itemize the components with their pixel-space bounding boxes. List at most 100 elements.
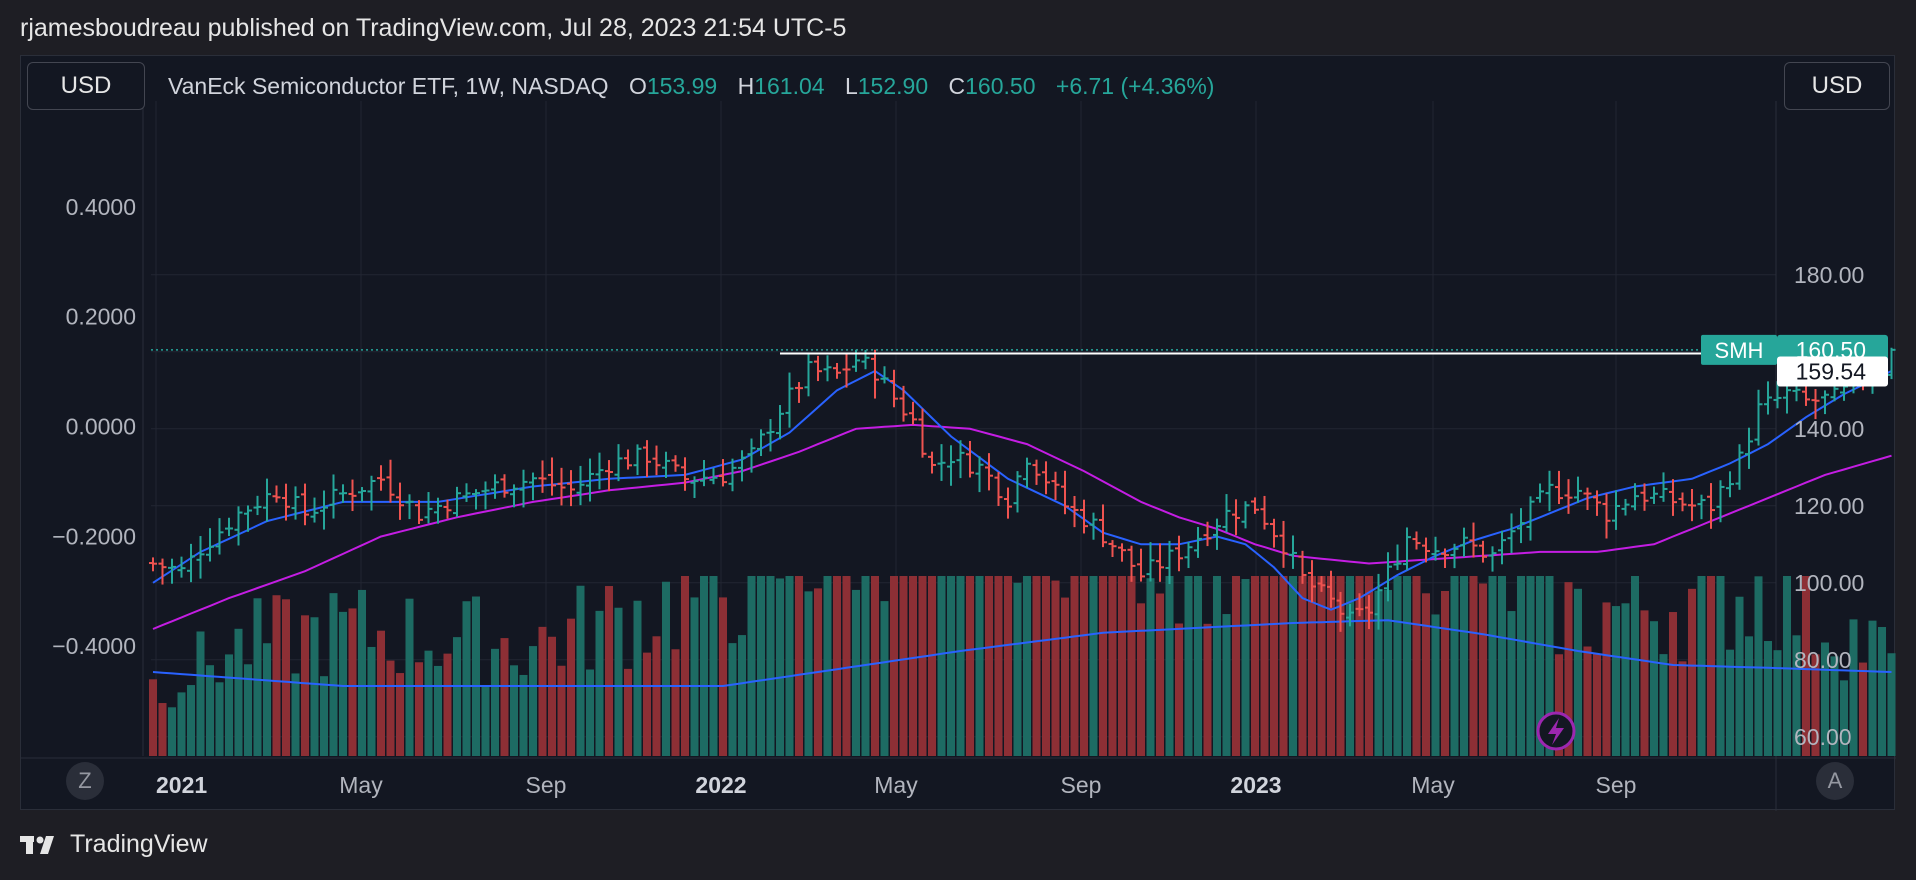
volume-bar bbox=[1536, 576, 1544, 756]
volume-bar bbox=[1859, 662, 1867, 756]
volume-bar bbox=[1488, 576, 1497, 756]
time-axis-tick: 2023 bbox=[1230, 772, 1281, 798]
volume-bar bbox=[1365, 576, 1373, 756]
volume-bar bbox=[1811, 654, 1820, 756]
currency-button-right[interactable]: USD bbox=[1784, 62, 1890, 110]
volume-bar bbox=[586, 669, 594, 756]
volume-bar bbox=[1355, 576, 1364, 756]
volume-bar bbox=[491, 648, 499, 756]
right-axis-tick: 60.00 bbox=[1794, 724, 1852, 750]
horizontal-line-badge-label: 159.54 bbox=[1796, 359, 1867, 385]
volume-bar bbox=[719, 597, 727, 756]
volume-bar bbox=[557, 665, 566, 756]
volume-bar bbox=[1004, 576, 1012, 756]
volume-bar bbox=[291, 673, 300, 756]
volume-bar bbox=[320, 676, 328, 756]
brand-name: TradingView bbox=[70, 830, 208, 858]
chart-panel[interactable]: 180.00 140.00 120.00 100.00 80.00 60.00 0.4000… bbox=[20, 55, 1896, 811]
volume-bar bbox=[1194, 576, 1202, 756]
volume-bar bbox=[1564, 582, 1573, 756]
volume-bar bbox=[1830, 656, 1839, 756]
volume-bar bbox=[367, 646, 376, 756]
zoom-label: Z bbox=[78, 768, 92, 793]
volume-bar bbox=[1602, 602, 1611, 756]
left-axis-tick: −0.4000 bbox=[52, 633, 136, 659]
volume-bar bbox=[709, 576, 718, 756]
volume-ma-line bbox=[152, 619, 1892, 687]
volume-bar bbox=[823, 576, 832, 756]
volume-bar bbox=[614, 607, 623, 756]
volume-bar bbox=[1792, 635, 1801, 756]
right-axis-tick: 120.00 bbox=[1794, 493, 1864, 519]
volume-bar bbox=[1175, 623, 1183, 756]
volume-bar bbox=[766, 576, 775, 756]
volume-bar bbox=[396, 673, 404, 756]
volume-bar bbox=[472, 596, 480, 756]
currency-button-left[interactable]: USD bbox=[27, 62, 145, 110]
time-axis-tick: May bbox=[1411, 772, 1455, 798]
ma-short-line bbox=[152, 369, 1892, 611]
volume-bar bbox=[519, 674, 528, 756]
volume-bar bbox=[985, 576, 993, 756]
volume-bar bbox=[776, 578, 784, 756]
volume-bar bbox=[1327, 576, 1335, 756]
volume-bar bbox=[1222, 614, 1231, 756]
volume-bar bbox=[1745, 636, 1753, 756]
zoom-scale-button[interactable]: Z bbox=[66, 762, 104, 800]
volume-bar bbox=[1726, 649, 1734, 756]
volume-bar bbox=[1412, 576, 1421, 756]
volume-bar bbox=[206, 665, 214, 756]
volume-bar bbox=[605, 586, 613, 756]
volume-bar bbox=[1612, 606, 1620, 756]
volume-bar bbox=[453, 637, 461, 756]
close-value: 160.50 bbox=[965, 73, 1036, 99]
footer-brand[interactable]: TradingView bbox=[20, 830, 208, 859]
volume-bar bbox=[576, 585, 585, 756]
volume-bar bbox=[1023, 576, 1031, 756]
volume-bar bbox=[700, 576, 708, 756]
volume-bar bbox=[662, 581, 670, 756]
volume-bar bbox=[1878, 627, 1886, 756]
volume-bar bbox=[329, 593, 338, 756]
volume-bar bbox=[1241, 579, 1250, 756]
time-axis-tick: Sep bbox=[1596, 772, 1637, 798]
volume-bar bbox=[1640, 610, 1649, 756]
volume-bar bbox=[1735, 596, 1744, 756]
volume-bar bbox=[1849, 619, 1858, 756]
volume-bar bbox=[966, 576, 974, 756]
time-axis-tick: May bbox=[874, 772, 918, 798]
ma-long-line bbox=[152, 423, 1892, 630]
ohlc-legend: VanEck Semiconductor ETF, 1W, NASDAQ O15… bbox=[168, 73, 1214, 100]
volume-bar bbox=[747, 576, 756, 756]
volume-bar bbox=[1099, 576, 1107, 756]
symbol-description: VanEck Semiconductor ETF, 1W, NASDAQ bbox=[168, 73, 609, 99]
open-label: O bbox=[628, 73, 647, 99]
volume-bar bbox=[282, 599, 290, 756]
volume-bar bbox=[1574, 588, 1582, 756]
volume-bar bbox=[1165, 576, 1174, 756]
auto-scale-button[interactable]: A bbox=[1816, 762, 1854, 800]
volume-bar bbox=[405, 598, 414, 756]
volume-bar bbox=[149, 679, 157, 756]
volume-bar bbox=[1080, 576, 1088, 756]
price-chart[interactable]: 180.00 140.00 120.00 100.00 80.00 60.00 0.4000… bbox=[21, 56, 1896, 811]
volume-bar bbox=[1659, 654, 1668, 756]
volume-bar bbox=[1479, 583, 1487, 756]
volume-bar bbox=[852, 589, 860, 756]
volume-bar bbox=[443, 653, 452, 756]
volume-bar bbox=[690, 597, 699, 756]
close-label: C bbox=[948, 73, 966, 99]
volume-bar bbox=[348, 608, 357, 756]
volume-bar bbox=[538, 626, 547, 756]
volume-bar bbox=[1669, 612, 1677, 756]
volume-bar bbox=[1336, 576, 1345, 756]
volume-bar bbox=[842, 576, 851, 756]
volume-bar bbox=[310, 617, 319, 756]
volume-bar bbox=[187, 685, 195, 756]
volume-bar bbox=[1279, 576, 1288, 756]
volume-bar bbox=[1450, 576, 1459, 756]
volume-bar bbox=[1773, 650, 1782, 756]
volume-bar bbox=[529, 646, 537, 756]
volume-bar bbox=[1203, 623, 1212, 756]
volume-bar bbox=[1232, 576, 1240, 756]
